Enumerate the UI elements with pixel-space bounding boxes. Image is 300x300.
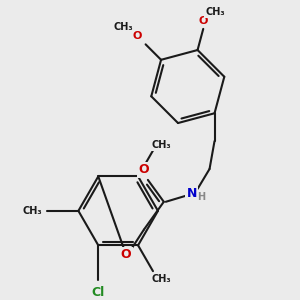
Text: CH₃: CH₃ [114, 22, 134, 32]
Text: CH₃: CH₃ [206, 7, 225, 17]
Text: CH₃: CH₃ [151, 274, 171, 284]
Text: O: O [121, 248, 131, 261]
Text: O: O [133, 32, 142, 41]
Text: CH₃: CH₃ [151, 140, 171, 150]
Text: O: O [139, 164, 149, 176]
Text: O: O [199, 16, 208, 26]
Text: CH₃: CH₃ [23, 206, 42, 216]
Text: H: H [197, 192, 206, 202]
Text: N: N [187, 187, 197, 200]
Text: Cl: Cl [92, 286, 105, 298]
